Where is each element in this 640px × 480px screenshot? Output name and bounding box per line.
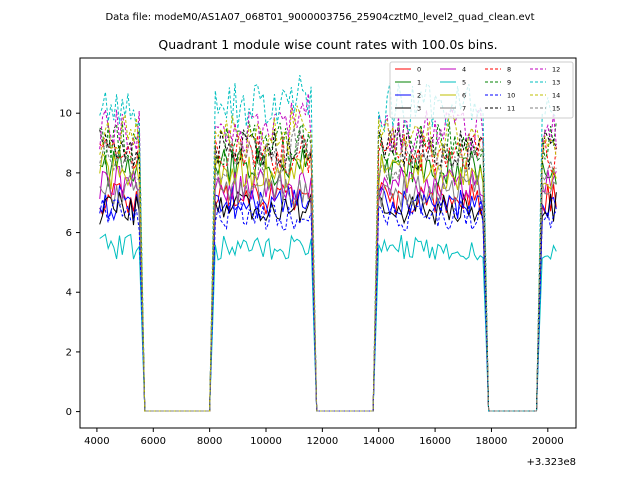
legend-label-8: 8: [507, 66, 511, 74]
legend-label-9: 9: [507, 79, 511, 87]
legend-label-7: 7: [462, 105, 466, 113]
y-axis: 0 2 4 6 8 10: [59, 109, 80, 418]
legend-label-0: 0: [417, 66, 421, 74]
legend-frame: [389, 61, 574, 119]
plot-area: [79, 57, 577, 429]
x-tick-label: 4000: [84, 436, 109, 447]
y-tick-label: 2: [66, 347, 72, 358]
legend-label-6: 6: [462, 92, 466, 100]
y-tick-label: 10: [59, 109, 72, 120]
x-tick-label: 6000: [141, 436, 166, 447]
x-tick-label: 12000: [306, 436, 338, 447]
series-line-15: [99, 127, 557, 412]
x-tick-label: 20000: [532, 436, 564, 447]
legend-label-15: 15: [552, 105, 560, 113]
x-tick-label: 14000: [363, 436, 395, 447]
chart-title: Quadrant 1 module wise count rates with …: [158, 37, 497, 52]
legend-label-4: 4: [462, 66, 466, 74]
axes-frame: [79, 57, 577, 429]
y-tick-label: 8: [66, 168, 72, 179]
legend-label-5: 5: [462, 79, 466, 87]
x-axis: 4000 6000 8000 10000 12000 14000 16000 18000 200…: [84, 428, 564, 447]
legend-label-11: 11: [507, 105, 515, 113]
y-tick-label: 6: [66, 228, 72, 239]
legend-label-13: 13: [552, 79, 560, 87]
legend-label-2: 2: [417, 92, 421, 100]
series-group: [99, 75, 557, 412]
y-tick-label: 4: [66, 288, 72, 299]
series-line-13: [99, 75, 557, 412]
x-tick-label: 8000: [197, 436, 222, 447]
x-tick-label: 18000: [476, 436, 508, 447]
legend-label-10: 10: [507, 92, 515, 100]
legend-label-3: 3: [417, 105, 421, 113]
x-tick-label: 16000: [419, 436, 451, 447]
legend-label-12: 12: [552, 66, 560, 74]
series-line-8: [99, 133, 557, 412]
x-tick-label: 10000: [250, 436, 282, 447]
suptitle: Data file: modeM0/AS1A07_068T01_90000037…: [105, 12, 534, 23]
y-tick-label: 0: [66, 407, 72, 418]
legend-label-1: 1: [417, 79, 421, 87]
x-offset-label: +3.323e8: [526, 457, 576, 468]
legend-label-14: 14: [552, 92, 560, 100]
